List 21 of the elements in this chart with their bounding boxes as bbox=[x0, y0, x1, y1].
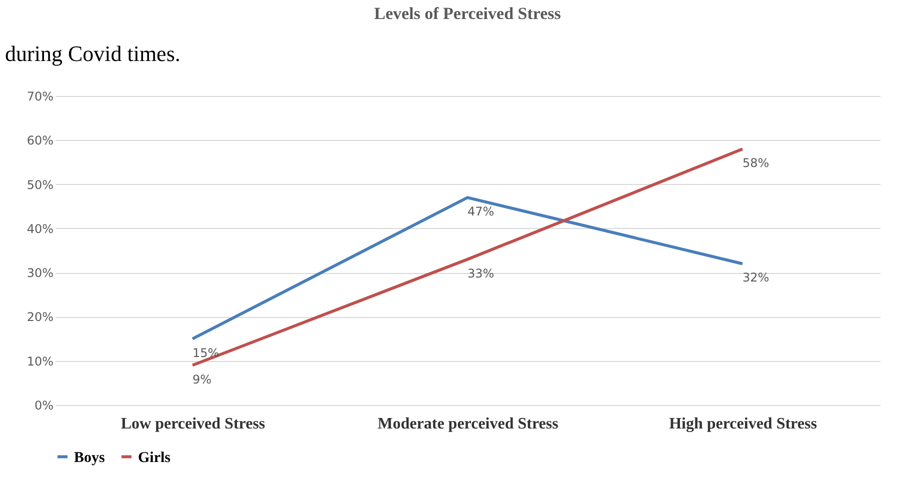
y-tick-label: 10% bbox=[26, 354, 54, 368]
y-tick-label: 30% bbox=[26, 266, 54, 280]
y-tick-label: 0% bbox=[34, 398, 54, 412]
y-tick-label: 60% bbox=[26, 134, 54, 148]
y-tick-label: 20% bbox=[26, 310, 54, 324]
y-tick-label: 40% bbox=[26, 222, 54, 236]
legend-label: Girls bbox=[138, 450, 171, 466]
data-label: 58% bbox=[742, 156, 770, 170]
data-label: 15% bbox=[192, 346, 220, 360]
y-tick-label: 70% bbox=[26, 90, 54, 104]
x-tick-label: Moderate perceived Stress bbox=[378, 416, 558, 432]
chart-title: Levels of Perceived Stress bbox=[374, 4, 562, 23]
x-tick-label: High perceived Stress bbox=[669, 416, 817, 432]
x-tick-label: Low perceived Stress bbox=[120, 416, 266, 432]
legend-label: Boys bbox=[74, 450, 106, 466]
data-label: 33% bbox=[468, 266, 494, 280]
data-label: 32% bbox=[742, 270, 770, 285]
y-tick-label: 50% bbox=[26, 178, 54, 192]
text: during Covid times. bbox=[5, 41, 180, 66]
data-label: 47% bbox=[468, 204, 494, 219]
data-label: 9% bbox=[192, 372, 212, 386]
